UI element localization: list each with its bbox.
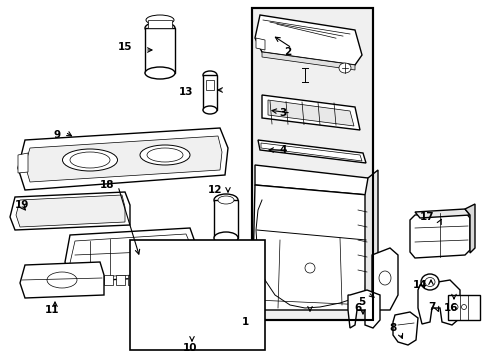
Polygon shape: [254, 165, 367, 195]
Text: 2: 2: [284, 47, 291, 57]
Polygon shape: [70, 234, 192, 278]
Text: 8: 8: [388, 323, 396, 333]
Polygon shape: [20, 262, 104, 298]
Bar: [214, 200, 238, 238]
Ellipse shape: [145, 67, 175, 79]
Ellipse shape: [305, 263, 314, 273]
Text: 3: 3: [279, 108, 286, 118]
Ellipse shape: [197, 282, 232, 298]
Polygon shape: [417, 280, 459, 325]
Ellipse shape: [214, 194, 238, 206]
Polygon shape: [128, 275, 137, 285]
Polygon shape: [163, 275, 173, 285]
Polygon shape: [464, 204, 474, 253]
Polygon shape: [92, 275, 101, 285]
Text: 13: 13: [179, 87, 193, 97]
Polygon shape: [80, 275, 89, 285]
Text: 16: 16: [443, 303, 457, 313]
Polygon shape: [16, 195, 125, 227]
Polygon shape: [140, 275, 149, 285]
Ellipse shape: [424, 278, 434, 287]
Ellipse shape: [218, 196, 234, 204]
Ellipse shape: [214, 232, 238, 244]
Polygon shape: [261, 143, 361, 161]
Ellipse shape: [451, 304, 457, 310]
Text: 4: 4: [279, 145, 286, 155]
Polygon shape: [104, 275, 113, 285]
Polygon shape: [10, 192, 130, 230]
Polygon shape: [392, 312, 417, 345]
Bar: [145, 28, 175, 73]
Polygon shape: [254, 15, 361, 65]
Polygon shape: [262, 95, 359, 130]
Polygon shape: [18, 128, 227, 190]
Ellipse shape: [47, 272, 77, 288]
Text: 7: 7: [427, 302, 435, 312]
Polygon shape: [267, 100, 353, 126]
Text: 19: 19: [15, 200, 29, 210]
Text: 11: 11: [45, 305, 59, 315]
Text: 10: 10: [183, 343, 197, 353]
Polygon shape: [409, 212, 469, 258]
Text: 18: 18: [100, 180, 114, 190]
Text: 5: 5: [358, 297, 365, 307]
Polygon shape: [371, 248, 397, 310]
Polygon shape: [152, 275, 161, 285]
Polygon shape: [251, 185, 367, 310]
Ellipse shape: [147, 286, 189, 304]
Bar: [203, 75, 217, 110]
Ellipse shape: [197, 248, 232, 262]
Ellipse shape: [140, 145, 190, 165]
Text: 14: 14: [412, 280, 427, 290]
Ellipse shape: [62, 149, 117, 171]
Ellipse shape: [70, 152, 110, 168]
Polygon shape: [116, 275, 125, 285]
Polygon shape: [347, 290, 379, 328]
Ellipse shape: [146, 247, 183, 263]
Text: 1: 1: [241, 317, 248, 327]
Ellipse shape: [145, 22, 175, 34]
Ellipse shape: [147, 148, 183, 162]
Ellipse shape: [378, 271, 390, 285]
Polygon shape: [258, 140, 365, 163]
Bar: [251, 8, 372, 320]
Ellipse shape: [420, 274, 438, 290]
Ellipse shape: [338, 63, 350, 73]
Polygon shape: [136, 262, 249, 345]
Ellipse shape: [146, 15, 174, 25]
Text: 12: 12: [207, 185, 222, 195]
Ellipse shape: [180, 314, 200, 326]
Ellipse shape: [202, 250, 227, 260]
Ellipse shape: [203, 71, 217, 79]
Bar: [148, 20, 172, 28]
Polygon shape: [256, 38, 264, 50]
Ellipse shape: [461, 305, 466, 310]
Polygon shape: [65, 228, 196, 282]
Polygon shape: [18, 153, 28, 173]
Text: 17: 17: [419, 212, 433, 222]
Text: 15: 15: [118, 42, 132, 52]
Bar: [130, 240, 264, 350]
Ellipse shape: [151, 249, 179, 261]
Polygon shape: [25, 136, 222, 182]
Polygon shape: [176, 275, 184, 285]
Text: 6: 6: [354, 303, 361, 313]
Bar: [251, 8, 372, 320]
Polygon shape: [262, 52, 354, 70]
Polygon shape: [414, 209, 469, 218]
Bar: [205, 80, 214, 90]
Ellipse shape: [203, 106, 217, 114]
Polygon shape: [364, 170, 377, 310]
Text: 9: 9: [53, 130, 61, 140]
Bar: [447, 295, 479, 320]
